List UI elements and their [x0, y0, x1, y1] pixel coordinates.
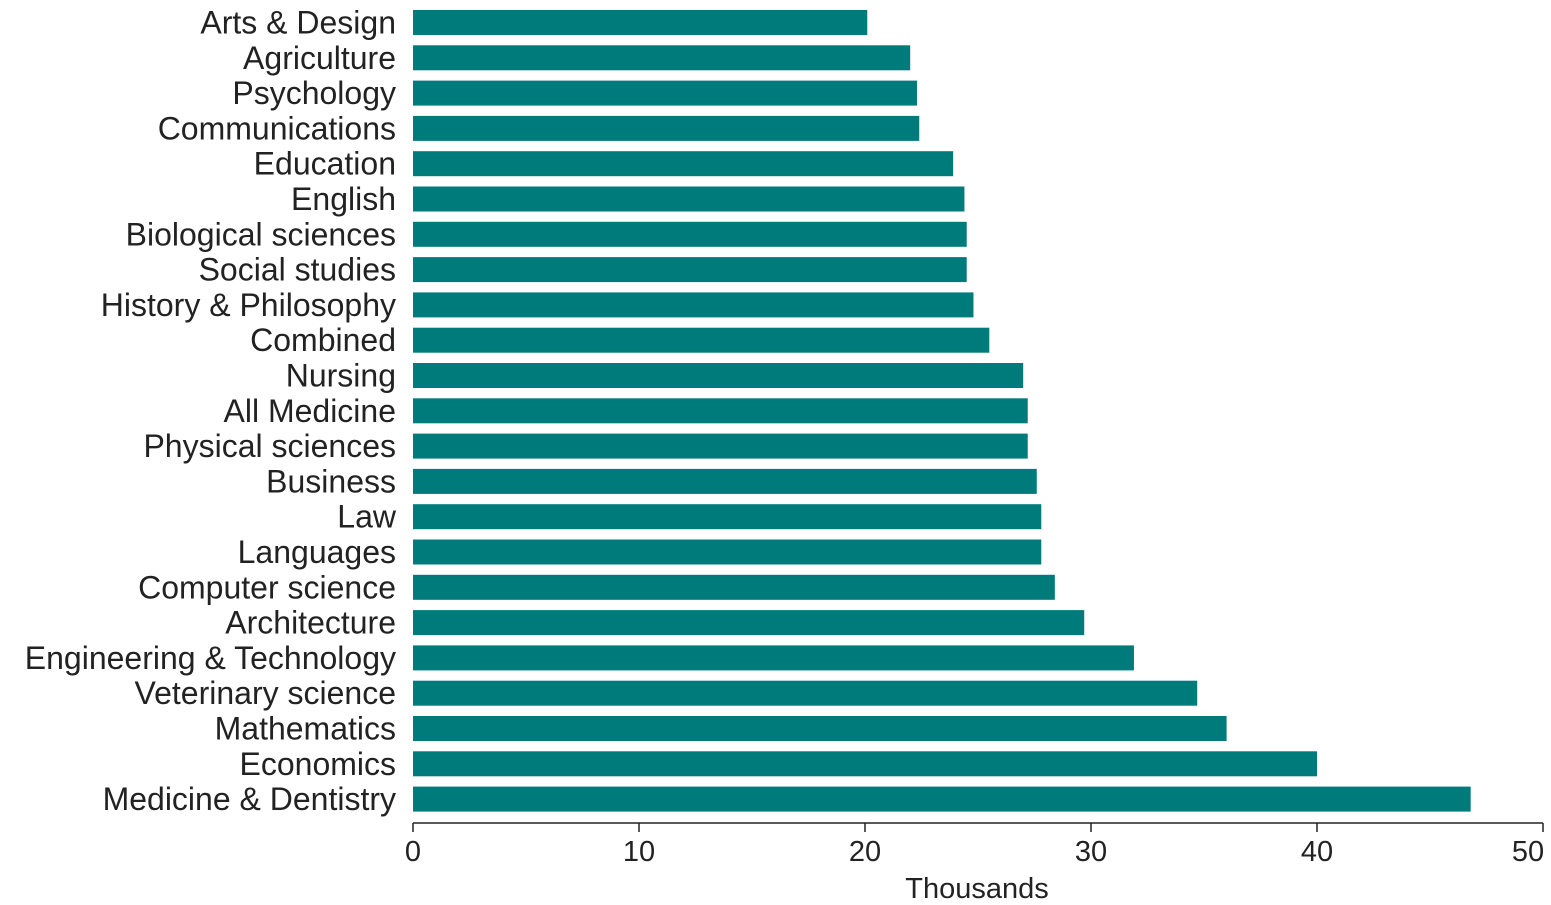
bars: [413, 10, 1471, 812]
bar: [413, 257, 967, 283]
bar: [413, 151, 954, 177]
bar: [413, 539, 1042, 565]
bar: [413, 645, 1134, 671]
category-label: Engineering & Technology: [25, 640, 396, 676]
bar: [413, 80, 917, 106]
x-tick-label: 10: [623, 836, 655, 868]
category-label: Mathematics: [215, 711, 396, 747]
category-label: Medicine & Dentistry: [103, 781, 396, 817]
x-tick-label: 0: [405, 836, 421, 868]
category-label: Physical sciences: [143, 428, 396, 464]
bar: [413, 680, 1198, 706]
category-label: Nursing: [286, 358, 396, 394]
x-tick-label: 20: [849, 836, 881, 868]
bar: [413, 398, 1028, 424]
category-label: All Medicine: [223, 393, 396, 429]
bar: [413, 468, 1037, 494]
category-label: Architecture: [225, 605, 396, 641]
bar: [413, 786, 1471, 812]
bar: [413, 115, 920, 141]
bar: [413, 433, 1028, 459]
category-label: Economics: [240, 746, 397, 782]
category-label: Biological sciences: [126, 216, 396, 252]
category-label: Arts & Design: [200, 5, 396, 41]
bar: [413, 504, 1042, 530]
x-tick-label: 30: [1075, 836, 1107, 868]
bar: [413, 610, 1085, 636]
bar: [413, 327, 990, 353]
category-label: Veterinary science: [135, 675, 396, 711]
bar: [413, 716, 1227, 741]
category-label: Social studies: [199, 252, 396, 288]
x-axis: 0 10 20 30 40 50: [405, 822, 1544, 868]
bar: [413, 45, 911, 71]
x-tick-label: 50: [1512, 836, 1544, 868]
category-label: Computer science: [138, 569, 396, 605]
bar: [413, 363, 1024, 388]
category-label: Agriculture: [243, 40, 396, 76]
bar: [413, 751, 1317, 777]
category-label: History & Philosophy: [101, 287, 396, 323]
bar: [413, 292, 974, 318]
category-label: Languages: [238, 534, 396, 570]
category-labels: Arts & DesignAgriculturePsychologyCommun…: [25, 5, 397, 818]
category-label: Communications: [158, 110, 396, 146]
x-axis-title: Thousands: [905, 873, 1049, 905]
bar: [413, 574, 1055, 600]
bar: [413, 221, 967, 247]
category-label: English: [291, 181, 396, 217]
category-label: Combined: [250, 322, 396, 358]
x-tick-label: 40: [1301, 836, 1333, 868]
bar: [413, 10, 868, 35]
category-label: Psychology: [232, 75, 396, 111]
category-label: Business: [266, 463, 396, 499]
category-label: Education: [254, 146, 396, 182]
bar: [413, 186, 965, 212]
category-label: Law: [337, 499, 397, 535]
